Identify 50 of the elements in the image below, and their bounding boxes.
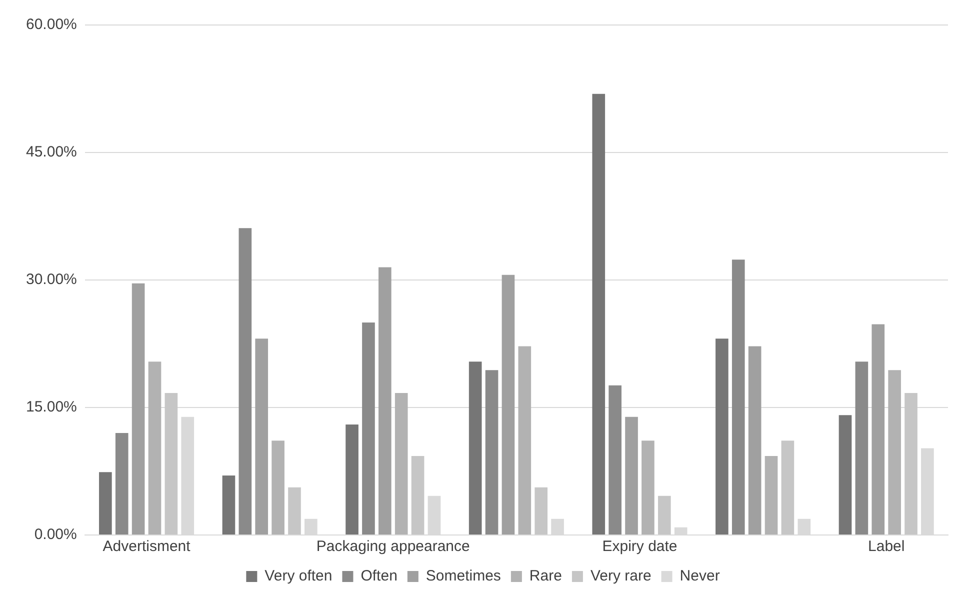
bar: [115, 433, 128, 534]
y-tick-label: 45.00%: [26, 144, 77, 161]
legend-label: Often: [360, 568, 398, 585]
legend-label: Rare: [529, 568, 562, 585]
bar: [732, 260, 745, 534]
legend-label: Very often: [264, 568, 332, 585]
bar: [255, 338, 268, 534]
bar: [148, 362, 162, 534]
bar: [764, 456, 778, 534]
legend-label: Sometimes: [426, 568, 501, 585]
y-tick-label: 0.00%: [34, 526, 77, 544]
bar: [411, 456, 424, 534]
bar: [888, 370, 901, 534]
y-tick-label: 60.00%: [26, 16, 77, 34]
bar: [485, 370, 498, 534]
bar: [99, 472, 112, 534]
bar: [288, 487, 301, 534]
bar: [658, 496, 671, 534]
bar: [222, 476, 236, 534]
bar: [378, 267, 392, 534]
bar: [716, 338, 728, 534]
bar: [781, 440, 794, 534]
bar: [855, 362, 868, 534]
bar: [164, 393, 178, 534]
bar: [534, 487, 548, 534]
bar: [518, 346, 532, 534]
x-tick-label: Advertisment: [102, 538, 192, 556]
bar: [468, 362, 482, 534]
bar: [904, 393, 918, 534]
bar: [238, 228, 252, 534]
bar: [838, 415, 852, 534]
y-tick-label: 30.00%: [26, 271, 77, 288]
bar: [394, 393, 408, 534]
x-tick-label: Label: [868, 538, 905, 556]
bar: [502, 274, 515, 534]
bar: [346, 424, 358, 534]
bar: [872, 324, 885, 534]
legend-label: Very rare: [590, 568, 652, 585]
bar: [642, 440, 654, 534]
bar: [625, 416, 638, 534]
bar: [608, 385, 622, 534]
y-tick-label: 15.00%: [26, 398, 77, 416]
legend-label: Never: [680, 568, 720, 585]
x-tick-label: Packaging appearance: [316, 538, 470, 556]
bar: [132, 283, 145, 534]
x-tick-label: Expiry date: [602, 538, 678, 556]
bar: [362, 322, 375, 534]
bar: [592, 94, 606, 534]
bar: [272, 440, 284, 534]
bar: [748, 346, 762, 534]
